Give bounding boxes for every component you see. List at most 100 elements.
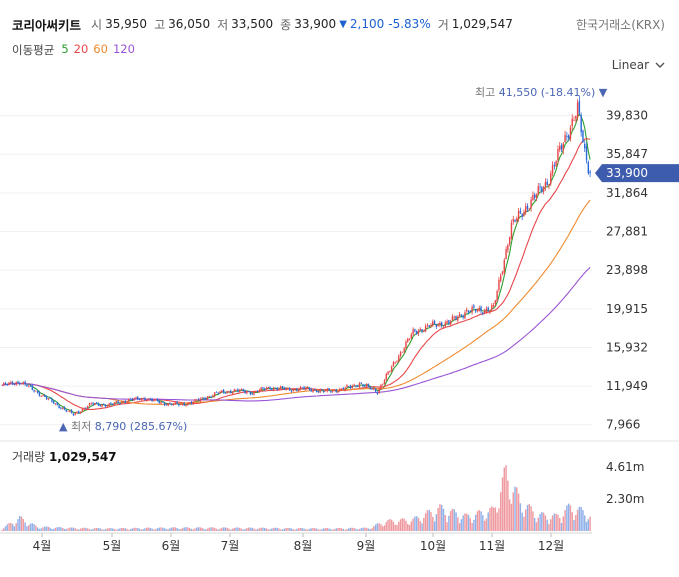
ma-20-label[interactable]: 20 bbox=[73, 42, 89, 56]
volume-bar bbox=[29, 523, 32, 531]
volume-bar bbox=[421, 523, 423, 531]
candle-body bbox=[557, 149, 559, 161]
candle-body bbox=[414, 329, 416, 332]
volume-bar bbox=[330, 529, 332, 531]
volume-bar bbox=[221, 527, 223, 531]
volume-bar bbox=[467, 514, 470, 531]
volume-bar bbox=[571, 512, 573, 531]
candle-body bbox=[199, 398, 202, 402]
candle-body bbox=[192, 401, 194, 405]
volume-bar bbox=[119, 528, 121, 531]
candle-body bbox=[92, 402, 94, 405]
candle-body bbox=[51, 398, 53, 402]
candle-body bbox=[58, 405, 60, 409]
volume-bar bbox=[129, 529, 132, 531]
volume-bar bbox=[19, 515, 21, 531]
volume-bar bbox=[40, 528, 42, 531]
scale-dropdown[interactable]: Linear bbox=[612, 58, 665, 72]
candle-body bbox=[378, 388, 380, 394]
volume-bar bbox=[371, 528, 373, 531]
volume-bar bbox=[426, 510, 429, 531]
volume-label: 거 bbox=[437, 17, 449, 32]
volume-bar bbox=[541, 512, 543, 531]
volume-bar bbox=[525, 509, 527, 531]
volume-bar bbox=[432, 516, 434, 531]
ma-120-label[interactable]: 120 bbox=[112, 42, 135, 56]
candle-body bbox=[449, 321, 452, 325]
candle-body bbox=[483, 310, 486, 313]
candle-body bbox=[507, 245, 509, 251]
volume-bar bbox=[344, 529, 346, 531]
volume-bar bbox=[260, 527, 262, 531]
volume-bar bbox=[553, 513, 556, 531]
candle-body bbox=[587, 162, 590, 174]
candle-body bbox=[187, 402, 189, 405]
candle-body bbox=[584, 143, 586, 149]
candle-body bbox=[410, 334, 413, 339]
candle-body bbox=[253, 391, 255, 395]
volume-bar bbox=[387, 519, 389, 531]
ma-5-label[interactable]: 5 bbox=[61, 42, 69, 56]
candle-body bbox=[283, 387, 286, 390]
candle-body bbox=[356, 385, 359, 387]
volume-bar bbox=[398, 521, 400, 531]
volume-tick-label: 4.61m bbox=[606, 460, 644, 474]
volume-bar bbox=[437, 508, 439, 531]
volume-bar bbox=[244, 528, 246, 531]
volume-bar bbox=[582, 510, 584, 531]
candle-body bbox=[151, 399, 153, 402]
volume-bar bbox=[169, 528, 171, 531]
volume-bar bbox=[567, 503, 570, 531]
ma-60-label[interactable]: 60 bbox=[93, 42, 108, 56]
volume-bar bbox=[162, 527, 164, 531]
candle-body bbox=[585, 146, 588, 161]
volume-bar bbox=[231, 528, 234, 531]
candle-body bbox=[133, 398, 135, 401]
volume-bar bbox=[349, 527, 352, 531]
candle-body bbox=[383, 380, 386, 385]
candle-body bbox=[542, 187, 545, 192]
change-percent: -5.83% bbox=[388, 17, 431, 31]
volume-bar bbox=[471, 522, 473, 531]
candle-body bbox=[346, 385, 348, 388]
low-value: 33,500 bbox=[231, 17, 274, 31]
volume-bar bbox=[390, 519, 393, 531]
candle-body bbox=[76, 411, 78, 414]
volume-bar bbox=[457, 517, 459, 531]
volume-bar bbox=[145, 527, 148, 531]
volume-bar bbox=[106, 528, 109, 531]
x-tick-label: 7월 bbox=[221, 539, 240, 553]
volume-bar bbox=[585, 521, 588, 531]
volume-bar bbox=[185, 527, 187, 531]
volume-bar bbox=[301, 528, 303, 531]
candle-body bbox=[380, 384, 382, 389]
volume-bar bbox=[276, 527, 278, 531]
candle-body bbox=[403, 348, 405, 352]
volume-bar bbox=[67, 528, 69, 531]
volume-bar bbox=[263, 527, 266, 531]
stock-header: 코리아써키트 시 35,950 고 36,050 저 33,500 종 33,9… bbox=[12, 14, 520, 34]
volume-bar bbox=[314, 528, 316, 531]
volume-bar bbox=[303, 528, 305, 531]
volume-bar bbox=[462, 515, 464, 531]
volume-bar bbox=[33, 524, 35, 531]
volume-bar bbox=[348, 528, 350, 531]
candle-body bbox=[525, 206, 527, 213]
candle-body bbox=[492, 304, 495, 307]
volume-bar bbox=[58, 526, 60, 531]
candle-body bbox=[137, 397, 139, 400]
volume-value: 1,029,547 bbox=[451, 17, 513, 31]
volume-bar bbox=[335, 528, 337, 531]
volume-bar bbox=[317, 529, 320, 531]
ma-5-line bbox=[1, 113, 591, 414]
candle-body bbox=[154, 398, 157, 400]
volume-bar bbox=[115, 529, 118, 531]
candle-body bbox=[120, 401, 123, 404]
volume-bar bbox=[249, 527, 252, 531]
ma-20-line bbox=[1, 138, 591, 410]
candle-body bbox=[6, 384, 8, 386]
candle-body bbox=[339, 388, 341, 392]
current-price-tag bbox=[595, 164, 679, 183]
candle-body bbox=[528, 208, 531, 210]
